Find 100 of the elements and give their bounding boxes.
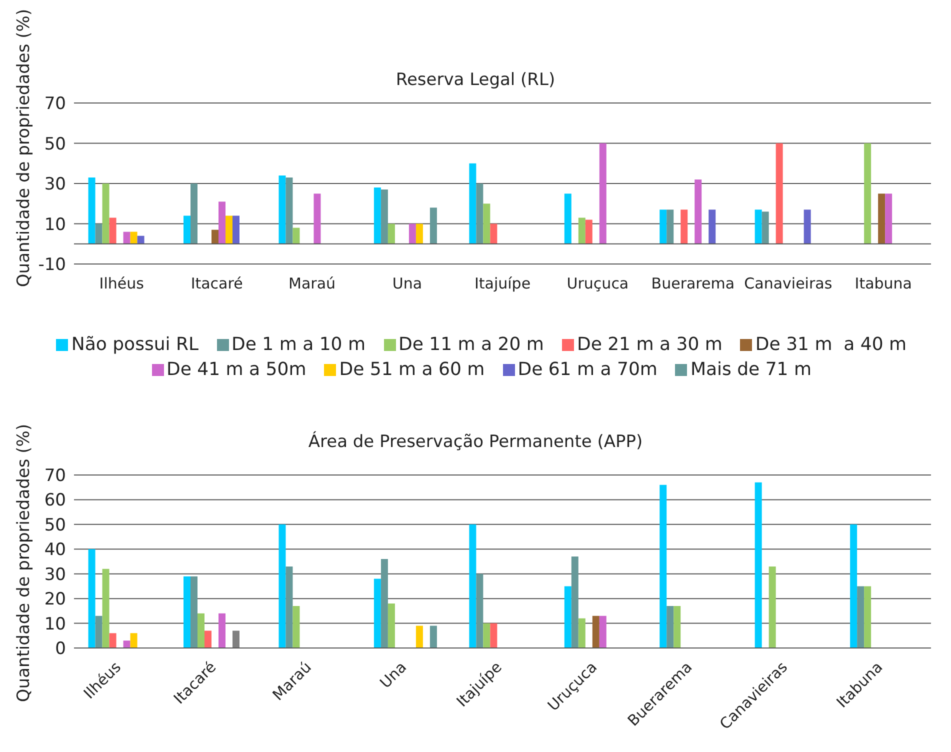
bar: [123, 640, 130, 648]
bar: [95, 616, 102, 648]
bar: [490, 623, 498, 648]
y-tick-label: 40: [44, 540, 66, 560]
bar: [184, 576, 191, 648]
y-tick-label: 30: [44, 564, 66, 585]
bar: [666, 606, 674, 648]
bar: [232, 630, 240, 648]
bar: [380, 559, 388, 648]
bar: [430, 626, 437, 648]
bar: [430, 208, 437, 244]
legend-label: De 41 m a 50m: [166, 359, 306, 380]
y-tick-label: 0: [55, 639, 66, 660]
bar: [850, 524, 858, 648]
bar: [476, 574, 484, 648]
bar: [218, 202, 226, 244]
legend-label: De 1 m a 10 m: [230, 334, 366, 355]
bar: [190, 576, 198, 648]
legend-label: De 11 m a 20 m: [398, 334, 544, 355]
x-tick-label: Uruçuca: [566, 274, 629, 293]
x-tick-label: Ilhéus: [99, 274, 144, 293]
x-tick-label: Itacaré: [190, 274, 243, 293]
bar: [109, 218, 116, 244]
bar: [130, 232, 138, 244]
bar: [469, 163, 476, 244]
x-tick-label: Maraú: [288, 274, 336, 293]
x-tick-label: Itabuna: [854, 274, 912, 293]
x-tick-label: Buerarema: [651, 274, 735, 293]
bar: [374, 578, 381, 648]
legend-label: De 51 m a 60 m: [338, 359, 485, 380]
bar: [292, 228, 300, 244]
bar: [564, 586, 572, 648]
bar: [483, 204, 490, 244]
y-tick-label: 70: [44, 466, 66, 486]
bar: [762, 212, 769, 244]
bar: [490, 224, 498, 244]
bar: [408, 224, 416, 244]
bar: [416, 626, 423, 648]
y-axis-title: Quantidade de propriedades (%): [14, 8, 34, 288]
bar: [878, 194, 886, 244]
bar: [776, 143, 783, 244]
legend-label: De 21 m a 30 m: [576, 334, 722, 355]
bar: [388, 604, 395, 648]
bar: [374, 188, 381, 244]
bar: [278, 524, 286, 648]
bar: [599, 143, 606, 244]
bar: [768, 566, 776, 648]
bar: [218, 613, 226, 648]
bar: [666, 210, 674, 244]
bar: [184, 216, 191, 244]
bar: [204, 630, 212, 648]
bar: [388, 224, 395, 244]
y-tick-label: 50: [44, 515, 66, 536]
x-tick-label: Itajuípe: [474, 274, 531, 293]
bar: [660, 484, 667, 648]
bar: [137, 236, 144, 244]
bar: [564, 194, 572, 244]
bar: [708, 210, 716, 244]
y-tick-label: 70: [44, 94, 66, 114]
chart-title: Área de Preservação Permanente (APP): [308, 432, 643, 452]
bar: [212, 230, 219, 244]
x-tick-label: Una: [376, 658, 410, 692]
bar: [885, 194, 892, 244]
bar: [123, 232, 130, 244]
legend-label: Mais de 71 m: [689, 359, 812, 380]
bar: [88, 549, 96, 648]
y-tick-label: 30: [44, 174, 66, 195]
bar: [857, 586, 864, 648]
bar: [483, 623, 490, 648]
bar: [278, 175, 286, 244]
bar: [416, 224, 423, 244]
bar: [380, 190, 388, 244]
bar: [469, 524, 476, 648]
bar: [599, 616, 606, 648]
bar: [864, 143, 872, 244]
bar: [232, 216, 240, 244]
bar: [804, 210, 811, 244]
bar: [102, 568, 110, 648]
legend-label: Não possui RL: [70, 334, 198, 355]
x-tick-label: Una: [392, 274, 422, 293]
bar: [130, 633, 138, 648]
bar: [88, 177, 96, 244]
y-tick-label: 10: [44, 214, 66, 235]
bar: [95, 224, 102, 244]
bar: [694, 179, 702, 244]
bar: [754, 210, 762, 244]
bar: [286, 177, 293, 244]
bar: [314, 194, 321, 244]
chart-title: Reserva Legal (RL): [396, 70, 556, 90]
bar: [286, 566, 293, 648]
bar: [109, 633, 116, 648]
y-tick-label: 10: [44, 614, 66, 634]
bar: [571, 556, 578, 648]
y-tick-label: -10: [38, 255, 66, 276]
bar: [292, 606, 300, 648]
y-tick-label: 50: [44, 134, 66, 154]
bar: [198, 613, 205, 648]
bar: [660, 210, 667, 244]
bar: [592, 616, 600, 648]
bar: [864, 586, 872, 648]
